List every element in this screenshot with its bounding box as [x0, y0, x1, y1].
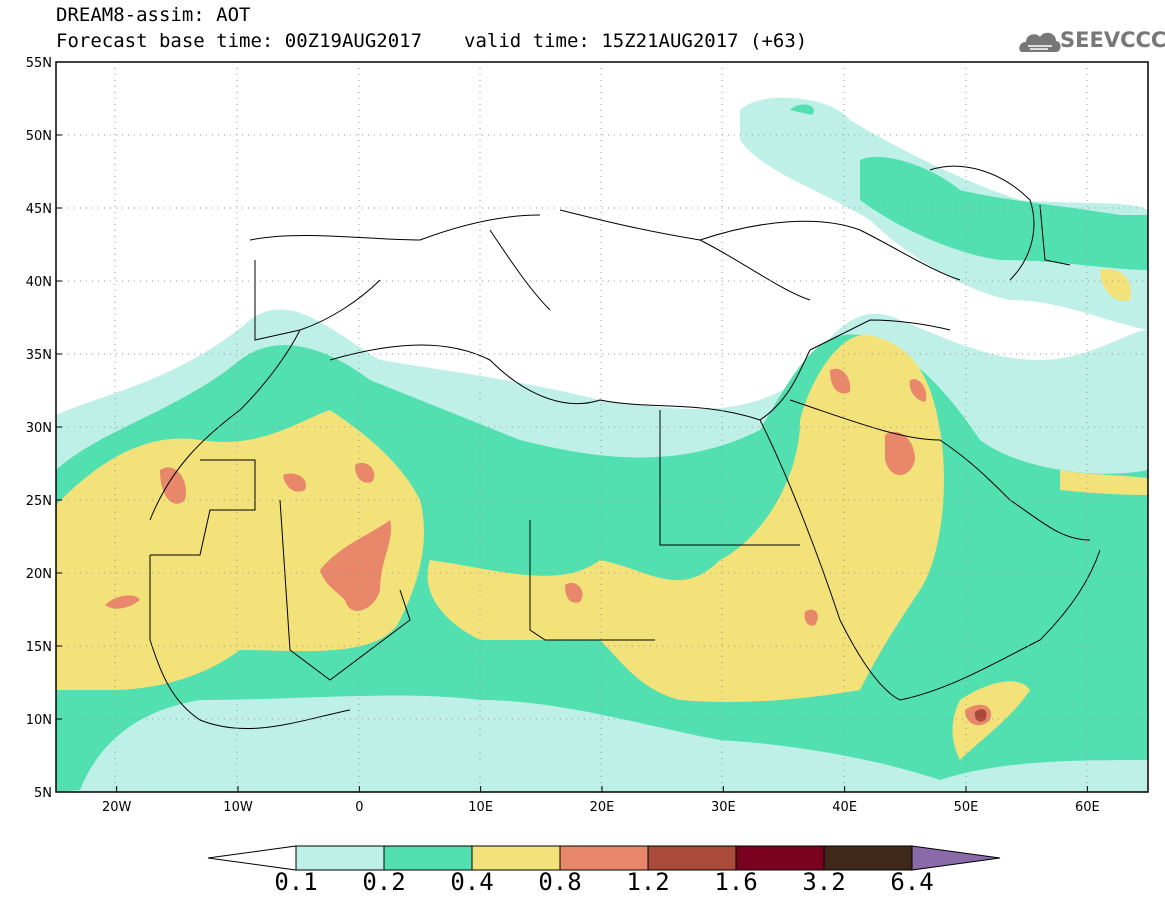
lon-tick-label: 20E: [590, 800, 615, 815]
lon-tick-label: 20W: [102, 800, 132, 815]
colorbar: [207, 845, 1001, 871]
lon-tick-label: 40E: [832, 800, 857, 815]
colorbar-label: 0.1: [274, 868, 318, 896]
colorbar-segment: [295, 845, 385, 871]
lat-tick-label: 10N: [26, 713, 52, 728]
colorbar-segment: [647, 845, 737, 871]
colorbar-segment: [471, 845, 561, 871]
colorbar-segment: [383, 845, 473, 871]
lon-tick-label: 10W: [223, 800, 253, 815]
map-title: DREAM8-assim: AOT: [56, 4, 251, 26]
colorbar-label: 1.2: [626, 868, 670, 896]
gridlines: [56, 62, 1148, 792]
lat-tick-label: 15N: [26, 640, 52, 655]
colorbar-segment: [735, 845, 825, 871]
colorbar-segment: [823, 845, 913, 871]
lon-tick-label: 50E: [954, 800, 979, 815]
colorbar-label: 1.6: [714, 868, 758, 896]
lat-tick-label: 45N: [26, 202, 52, 217]
valid-time: valid time: 15Z21AUG2017 (+63): [464, 30, 808, 52]
lat-tick-label: 20N: [26, 567, 52, 582]
lon-tick-label: 30E: [711, 800, 736, 815]
cloud-icon: [1019, 32, 1061, 52]
lon-tick-label: 0: [355, 800, 363, 815]
lon-tick-label: 10E: [468, 800, 493, 815]
base-time: Forecast base time: 00Z19AUG2017: [56, 30, 423, 52]
colorbar-segment: [559, 845, 649, 871]
lat-tick-label: 5N: [34, 786, 52, 801]
lat-tick-label: 50N: [26, 129, 52, 144]
lat-tick-label: 25N: [26, 494, 52, 509]
colorbar-label: 6.4: [890, 868, 934, 896]
colorbar-label: 0.2: [362, 868, 406, 896]
lat-tick-label: 55N: [26, 56, 52, 71]
colorbar-arrow-high: [911, 845, 1001, 871]
axis-ticks: 55N 50N 45N 40N 35N 30N 25N 20N 15N 10N 5N 20W 10W 0 1…: [26, 56, 1100, 815]
logo-text: SEEVCCC: [1060, 28, 1165, 52]
time-info: Forecast base time: 00Z19AUG2017 valid ti…: [56, 30, 807, 52]
aot-field: [56, 62, 1148, 792]
lon-tick-label: 60E: [1075, 800, 1100, 815]
colorbar-label: 0.8: [538, 868, 582, 896]
lat-tick-label: 40N: [26, 275, 52, 290]
colorbar-label: 3.2: [802, 868, 846, 896]
lat-tick-label: 35N: [26, 348, 52, 363]
colorbar-label: 0.4: [450, 868, 494, 896]
lat-tick-label: 30N: [26, 421, 52, 436]
colorbar-arrow-low: [207, 845, 297, 871]
